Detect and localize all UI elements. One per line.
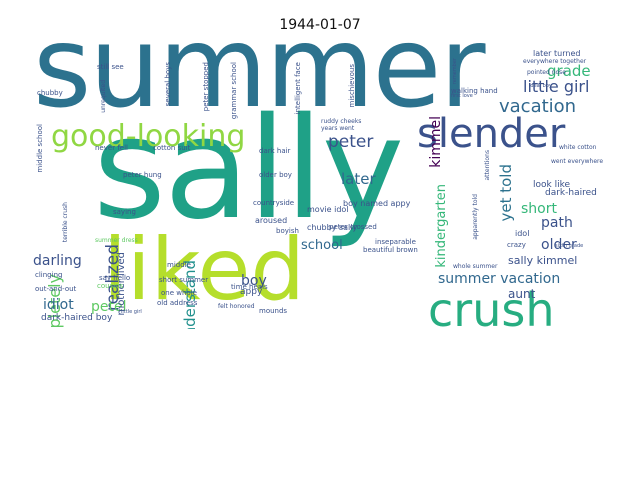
- word-idol: idol: [515, 229, 530, 238]
- word-say-hello: say hello: [99, 274, 131, 282]
- word-inseparable: inseparable: [375, 238, 416, 246]
- word-everywhere-together: everywhere together: [523, 58, 587, 65]
- word-aroused: aroused: [255, 216, 288, 225]
- word-remember: remember: [452, 58, 458, 85]
- word-apparently-told: apparently told: [472, 194, 479, 240]
- word-mounds: mounds: [259, 307, 288, 315]
- word-white-cotton: white cotton: [559, 144, 597, 151]
- word-chubby: chubby: [37, 89, 63, 97]
- word-first-love: first love: [451, 93, 473, 99]
- word-boy-named-appy: boy named appy: [343, 199, 411, 208]
- word-yet-told: yet told: [497, 164, 515, 222]
- word-dark-haired-boy: dark-haired boy: [41, 313, 113, 323]
- word-summer-dress: summer dress: [95, 237, 138, 244]
- word-saying: saying: [113, 208, 136, 216]
- word-whole-summer: whole summer: [453, 263, 498, 270]
- word-older-boy: older boy: [259, 171, 292, 179]
- word-good-looking: good-looking: [51, 119, 246, 154]
- word-aunt: aunt: [508, 287, 536, 301]
- word-crush: crush: [428, 283, 555, 329]
- word-countryside: countryside: [253, 199, 295, 207]
- word-summer: summer: [33, 42, 485, 133]
- word-grade: grade: [547, 62, 591, 80]
- word-ruddy-cheeks: ruddy cheeks: [321, 118, 362, 125]
- word-old-address: old address: [157, 299, 198, 307]
- word-terrible-crush: terrible crush: [62, 202, 69, 243]
- word-several-boys: several boys: [164, 62, 172, 107]
- chart-title: 1944-01-07: [279, 17, 361, 33]
- word-look-like: look like: [533, 180, 571, 190]
- word-middle: middle: [167, 261, 191, 269]
- word-cloud: summer sally liked crush slender good-lo…: [33, 42, 607, 329]
- word-later-turned: later turned: [533, 49, 581, 58]
- word-walking-hand: walking hand: [451, 87, 498, 95]
- word-peter-stopped: peter stopped: [202, 62, 210, 112]
- word-sixth-grade: sixth grade: [555, 243, 584, 249]
- word-peter-hung: peter hung: [123, 171, 162, 179]
- word-cousins: cousins: [97, 282, 124, 290]
- word-peter: peter: [328, 132, 374, 152]
- word-cotton-suit: cotton suit: [153, 144, 191, 152]
- word-attentions: attentions: [484, 150, 491, 181]
- word-darling: darling: [33, 253, 82, 269]
- word-out-and-out: out-and-out: [35, 285, 77, 293]
- word-clinging: clinging: [35, 271, 63, 279]
- word-path: path: [541, 215, 573, 231]
- word-little-girl: little girl: [523, 77, 590, 96]
- word-years-went: years went: [321, 125, 355, 132]
- word-went-everywhere: went everywhere: [551, 158, 604, 165]
- word-felt-honored: felt honored: [218, 303, 255, 310]
- word-intelligent-face: intelligent face: [294, 62, 302, 115]
- word-summer-vacation: summer vacation: [438, 271, 561, 287]
- word-one-whole: one whole: [161, 289, 197, 297]
- word-school: school: [301, 238, 343, 253]
- word-movie-idol: movie idol: [307, 205, 349, 214]
- word-appy: appy: [240, 287, 263, 297]
- word-pointed-nose: pointed nose: [527, 69, 566, 76]
- word-kindergarten: kindergarten: [434, 184, 449, 268]
- word-sally: sally: [93, 88, 404, 251]
- word-sally-kimmel: sally kimmel: [508, 254, 578, 267]
- word-dark-haired: dark-haired: [545, 188, 597, 198]
- word-ideal-boy: ideal boy: [529, 83, 552, 89]
- word-time-heals: time heals: [231, 283, 268, 291]
- word-kimmel: kimmel: [428, 116, 444, 168]
- word-petel: petel: [91, 299, 127, 315]
- word-boy: boy: [241, 273, 267, 289]
- word-peter-crossed: peter crossed: [329, 223, 377, 231]
- word-short-summer: short summer: [159, 276, 209, 284]
- word-unrequited: unrequited: [100, 80, 107, 113]
- word-middle-school: middle school: [36, 124, 44, 173]
- word-beautiful-brown: beautiful brown: [363, 246, 418, 254]
- word-liked: liked: [103, 220, 306, 320]
- word-grammar-school: grammar school: [230, 62, 238, 120]
- word-older: older: [541, 237, 577, 253]
- word-chubby-sally: chubby sally: [307, 223, 358, 232]
- word-crazy: crazy: [507, 241, 526, 249]
- word-later: later: [341, 170, 376, 188]
- word-idiot: idiot: [43, 297, 74, 313]
- word-still-see: still see: [97, 63, 124, 71]
- word-little-girl-small: little girl: [121, 309, 142, 315]
- word-short: short: [521, 201, 557, 217]
- word-never-fell: never fell: [95, 144, 128, 152]
- word-vacation: vacation: [499, 96, 577, 117]
- word-mischievous: mischievous: [348, 64, 356, 108]
- word-boyish: boyish: [276, 227, 299, 235]
- word-dark-hair: dark hair: [259, 147, 291, 155]
- word-slender: slender: [417, 111, 566, 157]
